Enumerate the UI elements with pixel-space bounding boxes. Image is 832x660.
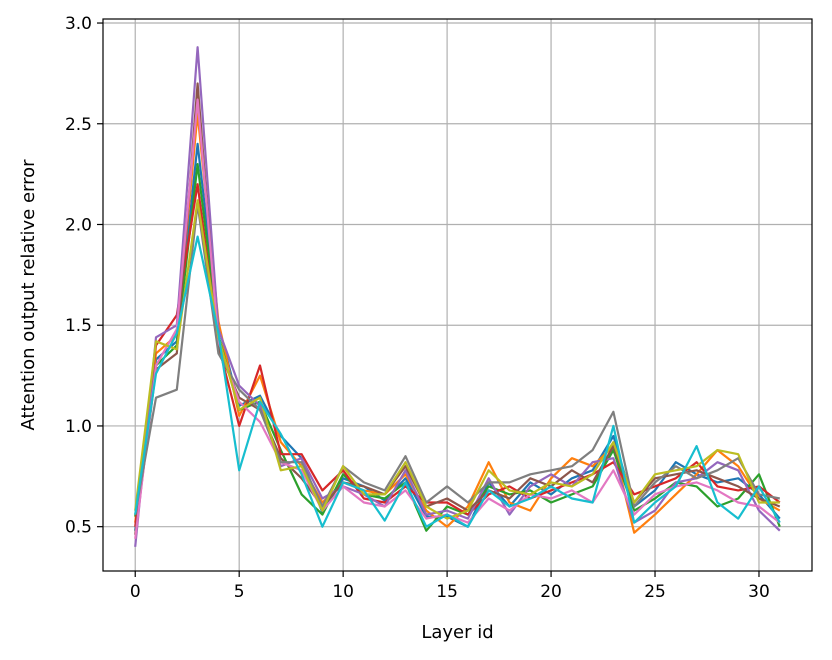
series-line-8 xyxy=(134,203,781,515)
y-tick-label: 1.0 xyxy=(65,417,92,437)
y-tick-label: 1.5 xyxy=(65,316,92,336)
grid-lines xyxy=(103,19,812,571)
plot-frame xyxy=(102,18,813,572)
series-line-4 xyxy=(134,183,781,527)
y-tick-label: 0.5 xyxy=(65,518,92,538)
axis-ticks: 0 5 10 15 20 25 30 0.5 1.0 1.5 2.0 2.5 3.0 xyxy=(65,14,770,602)
y-tick-label: 3.0 xyxy=(65,14,92,34)
x-tick-label: 15 xyxy=(436,582,458,602)
x-tick-label: 0 xyxy=(130,582,141,602)
x-tick-label: 25 xyxy=(644,582,666,602)
series-line-9 xyxy=(134,199,780,520)
y-tick-label: 2.5 xyxy=(65,115,92,135)
y-tick-label: 2.0 xyxy=(65,215,92,235)
x-tick-label: 30 xyxy=(748,582,770,602)
x-axis-label: Layer id xyxy=(421,622,493,643)
x-tick-label: 20 xyxy=(540,582,562,602)
series-lines xyxy=(134,46,781,547)
x-tick-label: 10 xyxy=(332,582,354,602)
series-line-10 xyxy=(134,235,781,528)
series-line-6 xyxy=(134,82,781,535)
x-tick-label: 5 xyxy=(234,582,245,602)
y-axis-label: Attention output relative error xyxy=(18,159,39,431)
